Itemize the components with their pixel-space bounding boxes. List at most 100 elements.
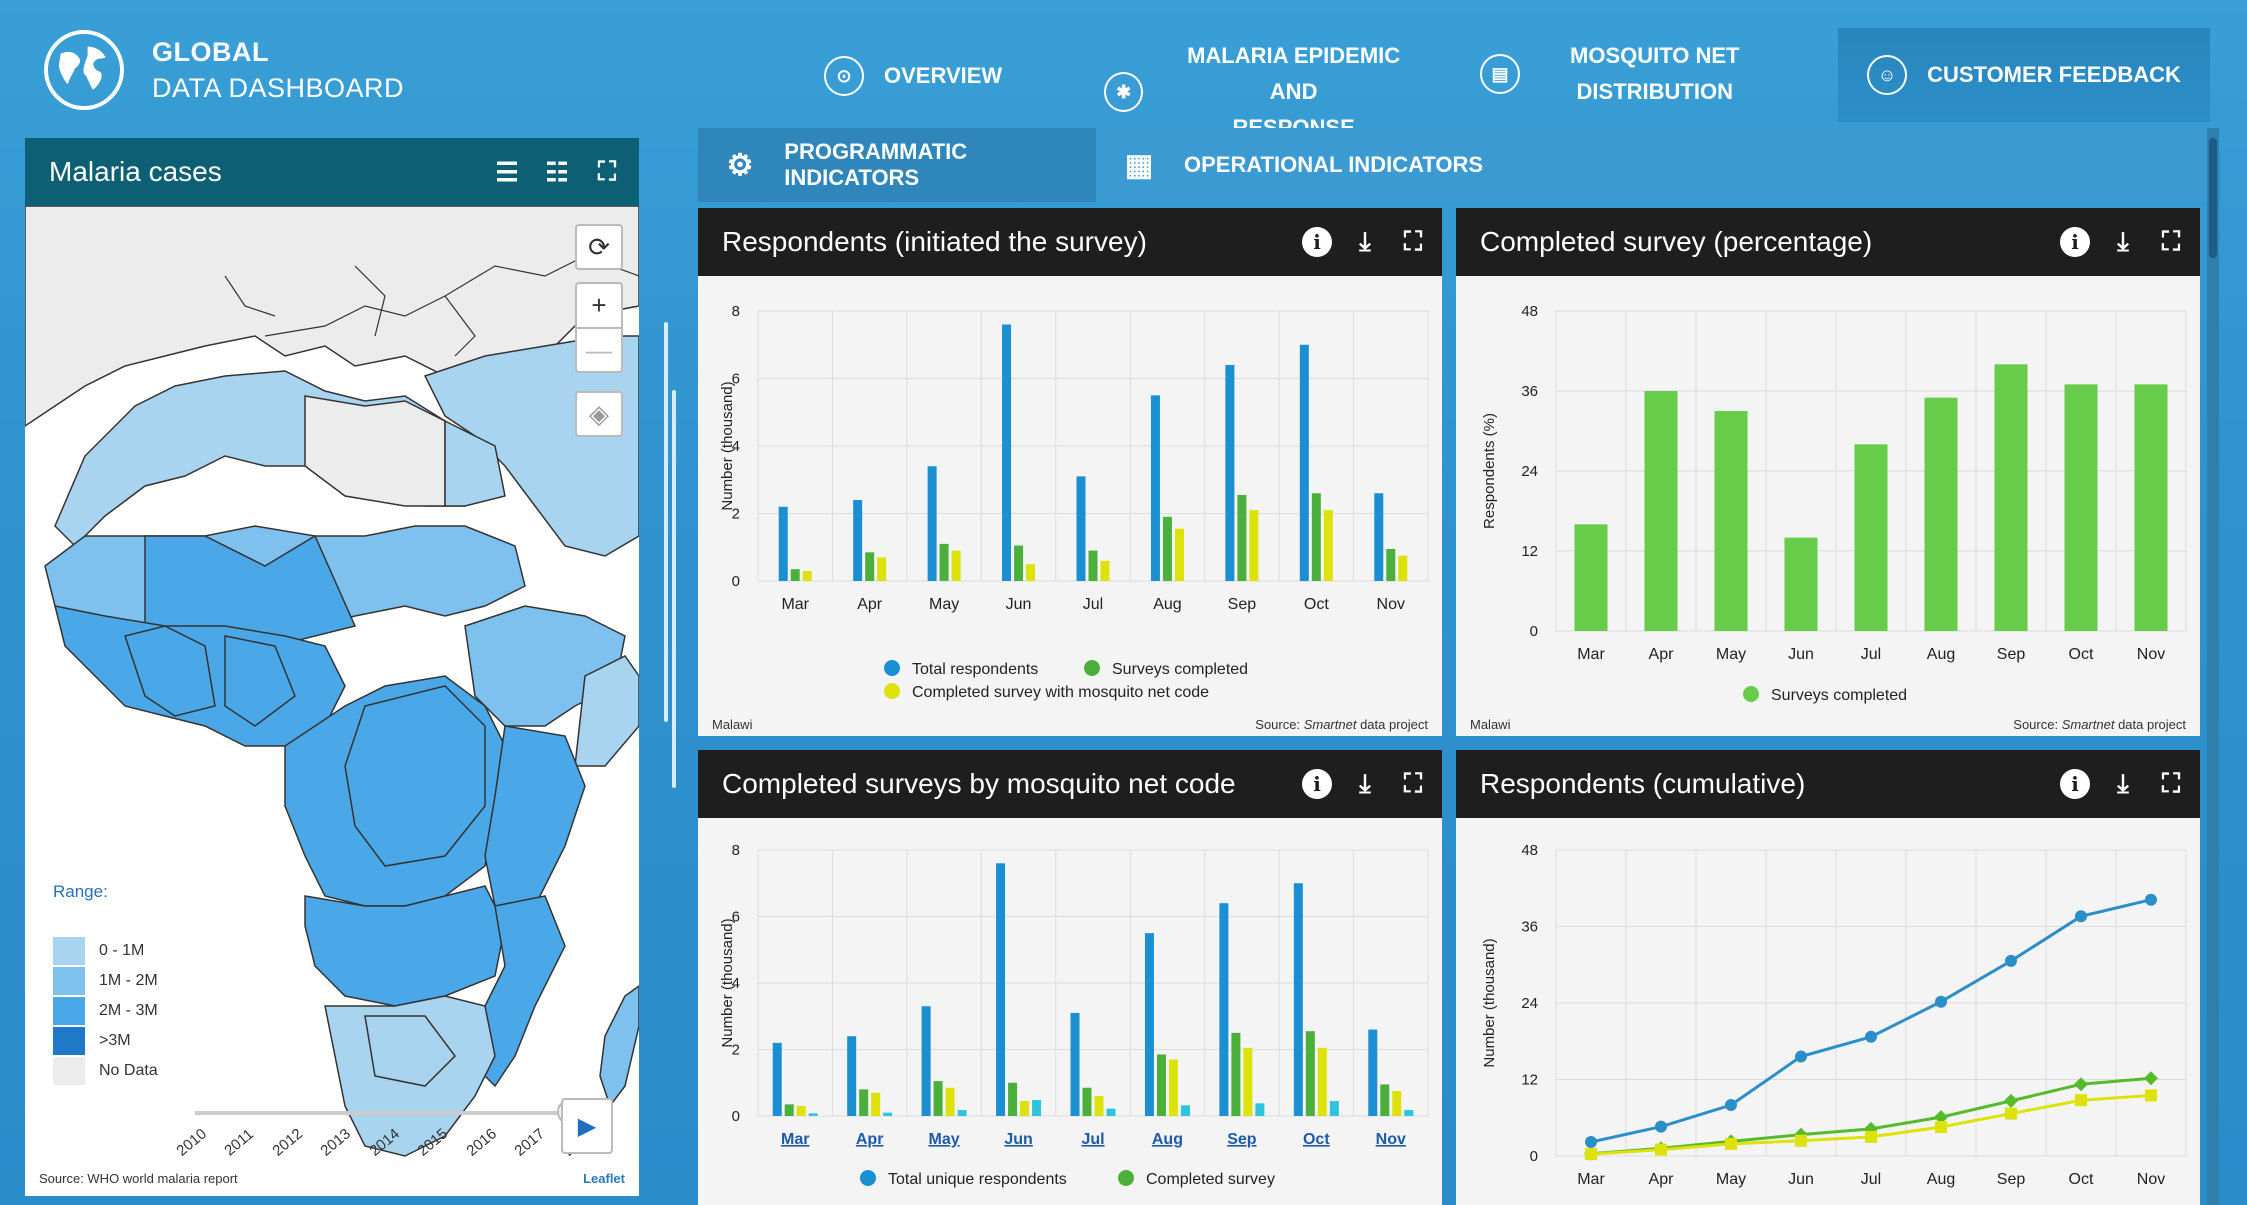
- splitter-handle[interactable]: [672, 390, 676, 788]
- fullscreen-icon[interactable]: ⛶: [2161, 226, 2181, 256]
- data-point: [1725, 1099, 1737, 1111]
- splitter-handle[interactable]: [664, 322, 668, 722]
- bar: [1219, 903, 1229, 1116]
- bar: [1174, 528, 1184, 581]
- brand-title: GLOBAL: [152, 37, 269, 67]
- bar: [1237, 494, 1247, 581]
- x-tick-label: Mar: [1577, 646, 1605, 663]
- fullscreen-icon[interactable]: ⛶: [2161, 768, 2181, 798]
- data-point: [2075, 1094, 2087, 1107]
- download-icon[interactable]: ⤓: [2117, 226, 2129, 256]
- bar: [796, 1106, 806, 1116]
- fullscreen-icon[interactable]: ⛶: [597, 156, 617, 186]
- refresh-icon[interactable]: ⟳: [575, 224, 623, 270]
- y-tick-label: 2: [732, 1042, 740, 1059]
- nav-malaria-epidemic[interactable]: ✱ MALARIA EPIDEMIC AND RESPONSE: [1104, 38, 1424, 146]
- y-tick-label: 48: [1521, 303, 1538, 320]
- y-tick-label: 0: [1530, 623, 1538, 640]
- panel-title: Completed surveys by mosquito net code: [722, 768, 1236, 799]
- map-canvas[interactable]: ⟳ + — ◈ Range: 0 - 1M 1M - 2M 2M - 3M >3…: [25, 206, 639, 1196]
- panel-cumulative: Respondents (cumulative) i ⤓ ⛶ 0 12 24 36 48…: [1456, 750, 2200, 1205]
- legend-swatch: [53, 1057, 85, 1085]
- nav-mosquito-line1: MOSQUITO NET: [1570, 43, 1740, 68]
- x-tick-label: Sep: [1228, 596, 1257, 613]
- list-icon[interactable]: ☰: [495, 156, 519, 187]
- bar: [883, 1112, 893, 1116]
- bar: [939, 543, 949, 581]
- legend-label: Total respondents: [912, 661, 1038, 678]
- y-tick-label: 4: [732, 438, 740, 455]
- tab-programmatic-indicators[interactable]: ⚙ PROGRAMMATIC INDICATORS: [698, 128, 1096, 202]
- data-point: [2145, 893, 2157, 906]
- bar: [808, 1113, 818, 1116]
- download-icon[interactable]: ⤓: [1359, 226, 1371, 256]
- leaflet-attribution[interactable]: Leaflet: [583, 1171, 625, 1186]
- overview-icon: ⊙: [824, 56, 864, 96]
- info-icon[interactable]: i: [2058, 767, 2092, 801]
- layers-icon[interactable]: ◈: [575, 391, 623, 437]
- zoom-out-button[interactable]: —: [575, 327, 623, 373]
- nav-customer-feedback[interactable]: ☺ CUSTOMER FEEDBACK: [1838, 28, 2210, 122]
- y-tick-label: 8: [732, 842, 740, 859]
- legend-item: 1M - 2M: [53, 966, 158, 996]
- map-title: Malaria cases: [49, 156, 222, 187]
- scrollbar-thumb[interactable]: [2209, 138, 2217, 258]
- data-point: [1794, 1127, 1808, 1142]
- page-scrollbar[interactable]: [2207, 128, 2219, 1205]
- legend-item: >3M: [53, 1026, 158, 1056]
- nav-mosquito-line2: DISTRIBUTION: [1576, 79, 1733, 104]
- year-slider[interactable]: [195, 1099, 583, 1125]
- country-label: Malawi: [1470, 717, 1511, 732]
- fullscreen-icon[interactable]: ⛶: [1403, 768, 1423, 798]
- info-icon[interactable]: i: [1300, 767, 1334, 801]
- play-button[interactable]: ▶: [561, 1098, 613, 1154]
- bar: [1299, 344, 1309, 581]
- brand[interactable]: GLOBAL DATA DASHBOARD: [44, 30, 404, 110]
- bar: [1106, 1108, 1116, 1116]
- legend-marker: [884, 683, 900, 699]
- x-tick-label: Apr: [1649, 1171, 1675, 1188]
- download-icon[interactable]: ⤓: [1359, 768, 1371, 798]
- bar: [859, 1089, 869, 1116]
- x-tick-label: Mar: [781, 596, 809, 613]
- indicator-tabs: ⚙ PROGRAMMATIC INDICATORS ▦ OPERATIONAL …: [698, 128, 2216, 202]
- bar: [1094, 1096, 1104, 1116]
- bar: [1088, 550, 1098, 581]
- y-tick-label: 36: [1521, 383, 1538, 400]
- data-point: [2075, 910, 2087, 923]
- nav-mosquito-net[interactable]: ▤ MOSQUITO NET DISTRIBUTION: [1480, 38, 1780, 110]
- source-label: Source: Smartnet data project: [1255, 717, 1428, 732]
- legend-swatch: [53, 967, 85, 995]
- y-tick-label: 0: [732, 1108, 740, 1125]
- legend-label: Surveys completed: [1112, 661, 1248, 678]
- info-icon[interactable]: i: [2058, 225, 2092, 259]
- x-tick-label: Oct: [2069, 646, 2094, 663]
- zoom-in-button[interactable]: +: [575, 282, 623, 328]
- y-tick-label: 0: [732, 573, 740, 590]
- x-tick-label: Mar: [781, 1131, 809, 1148]
- table-icon[interactable]: ☷: [545, 156, 569, 187]
- source-prefix: Source:: [2013, 717, 2062, 732]
- country-label: Malawi: [712, 717, 753, 732]
- bar: [1144, 933, 1154, 1116]
- y-tick-label: 8: [732, 303, 740, 320]
- legend-label: Completed survey with mosquito net code: [912, 684, 1209, 701]
- nav-overview[interactable]: ⊙ OVERVIEW: [824, 56, 1064, 96]
- x-tick-label: Apr: [1649, 646, 1675, 663]
- x-tick-label: Nov: [1376, 1131, 1406, 1148]
- x-tick-label: Aug: [1153, 596, 1181, 613]
- tab-operational-indicators[interactable]: ▦ OPERATIONAL INDICATORS: [1096, 128, 1483, 202]
- x-tick-label: Jul: [1861, 646, 1881, 663]
- x-tick-label: Sep: [1227, 1131, 1257, 1148]
- source-prefix: Source:: [1255, 717, 1304, 732]
- fullscreen-icon[interactable]: ⛶: [1403, 226, 1423, 256]
- bar: [1076, 476, 1086, 581]
- nav-overview-label: OVERVIEW: [884, 63, 1003, 88]
- bar: [1070, 1012, 1080, 1116]
- bar: [1225, 365, 1235, 581]
- info-icon[interactable]: i: [1300, 225, 1334, 259]
- data-point: [1655, 1143, 1667, 1156]
- legend-label: Completed survey: [1146, 1171, 1275, 1188]
- y-axis-label: Number (thousand): [1481, 938, 1498, 1067]
- download-icon[interactable]: ⤓: [2117, 768, 2129, 798]
